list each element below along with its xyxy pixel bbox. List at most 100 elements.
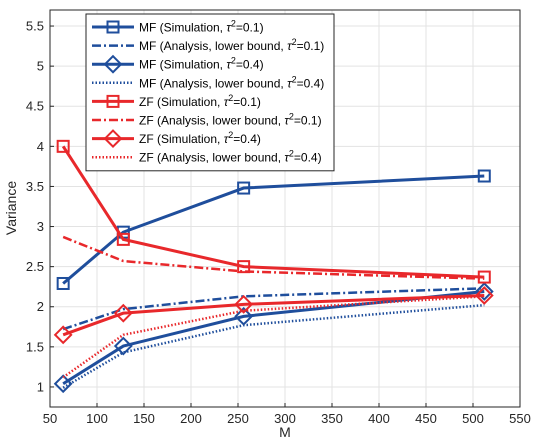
y-tick-label: 2 [37,299,44,314]
x-tick-label: 250 [227,411,249,426]
legend-tau-symbol: τ [284,151,290,165]
legend-marker-square [106,20,120,34]
legend-tau-symbol: τ [224,95,230,109]
x-tick-label: 150 [133,411,155,426]
y-tick-label: 4.5 [26,99,44,114]
series-layer [53,139,494,394]
legend-label-text: MF (Simulation, [139,58,226,72]
series-mf-2 [53,282,494,394]
legend-label-text: MF (Analysis, lower bound, [139,76,287,90]
series-zf-6 [53,286,494,345]
data-point-diamond [234,294,254,314]
legend-tau-symbol: τ [226,21,232,35]
legend-label-text: ZF (Analysis, lower bound, [139,151,284,165]
legend-tau-symbol: τ [287,39,293,53]
legend-tau-symbol: τ [287,76,293,90]
y-tick-label: 1.5 [26,339,44,354]
data-point-square [56,139,70,153]
legend-label-superscript: 2 [231,56,236,66]
y-axis-label: Variance [3,181,19,235]
x-tick-label: 100 [86,411,108,426]
legend-label-suffix: =0.1) [294,114,322,128]
legend-label-suffix: =0.1) [297,39,325,53]
series-line [61,145,485,279]
x-tick-label: 450 [415,411,437,426]
legend-label-suffix: =0.1) [236,21,264,35]
x-tick-label: 400 [368,411,390,426]
legend-label-text: ZF (Analysis, lower bound, [139,114,284,128]
legend-label-superscript: 2 [289,112,294,122]
data-point-square [56,276,70,290]
tick-labels: 50 100 150 200 250 300 350 400 450 500 550 1 1.5 2 2.5… [26,19,531,426]
legend-label-superscript: 2 [292,37,297,47]
x-tick-label: 500 [462,411,484,426]
legend-entry: MF (Simulation, τ2=0.4) [92,54,264,74]
legend-label-superscript: 2 [228,130,233,140]
data-point-square [237,260,251,274]
legend-marker-diamond [103,129,123,149]
data-point-square [477,270,491,284]
y-tick-label: 1 [37,379,44,394]
legend-tau-symbol: τ [284,114,290,128]
legend-label: ZF (Analysis, lower bound, τ2=0.1) [139,112,322,128]
x-tick-label: 350 [321,411,343,426]
legend-label: MF (Analysis, lower bound, τ2=0.1) [139,37,324,53]
series-mf-1 [62,287,485,331]
legend-label-superscript: 2 [231,19,236,29]
legend-marker-diamond [103,54,123,74]
legend-entry: ZF (Simulation, τ2=0.4) [92,129,261,149]
legend-entry: MF (Analysis, lower bound, τ2=0.1) [92,37,324,53]
series-line [62,174,485,285]
legend-label-suffix: =0.4) [236,58,264,72]
legend-label-superscript: 2 [228,93,233,103]
series-line [62,290,485,386]
legend-label-suffix: =0.1) [233,95,261,109]
data-point-diamond [53,374,73,394]
legend-label: ZF (Simulation, τ2=0.1) [139,93,261,109]
data-point-square [116,232,130,246]
legend: MF (Simulation, τ2=0.1)MF (Analysis, low… [85,13,335,172]
x-tick-label: 550 [509,411,531,426]
data-point-square [477,169,491,183]
x-axis-label: M [279,424,291,440]
legend-label-text: MF (Simulation, [139,21,226,35]
data-point-diamond [113,303,133,323]
data-point-diamond [474,282,494,301]
legend-label-text: ZF (Simulation, [139,95,224,109]
legend-label: MF (Analysis, lower bound, τ2=0.4) [139,74,324,90]
legend-marker-square [106,94,120,108]
y-tick-label: 3.5 [26,179,44,194]
series-line [62,294,485,337]
series-line [62,287,485,331]
legend-label: MF (Simulation, τ2=0.4) [139,56,264,72]
legend-label-text: ZF (Simulation, [139,132,224,146]
data-point-diamond [113,336,133,356]
y-tick-label: 5 [37,59,44,74]
legend-entry: MF (Simulation, τ2=0.1) [92,19,264,35]
legend-label-suffix: =0.4) [233,132,261,146]
series-line [62,235,485,280]
data-point-diamond [53,325,73,345]
legend-entry: ZF (Analysis, lower bound, τ2=0.4) [92,149,322,165]
legend-entry: MF (Analysis, lower bound, τ2=0.4) [92,74,324,90]
legend-label-superscript: 2 [289,149,294,159]
legend-label: MF (Simulation, τ2=0.1) [139,19,264,35]
legend-label-suffix: =0.4) [297,76,325,90]
x-tick-label: 200 [180,411,202,426]
series-zf-4 [56,139,491,284]
series-zf-5 [62,235,485,280]
legend-entry: ZF (Analysis, lower bound, τ2=0.1) [92,112,322,128]
y-tick-label: 5.5 [26,19,44,34]
x-tick-label: 300 [274,411,296,426]
legend-label-superscript: 2 [292,74,297,84]
legend-label: ZF (Simulation, τ2=0.4) [139,130,261,146]
legend-box [85,13,335,172]
legend-tau-symbol: τ [226,58,232,72]
y-tick-label: 4 [37,139,44,154]
legend-label-text: MF (Analysis, lower bound, [139,39,287,53]
y-tick-label: 2.5 [26,259,44,274]
legend-tau-symbol: τ [224,132,230,146]
y-tick-label: 3 [37,219,44,234]
legend-label: ZF (Analysis, lower bound, τ2=0.4) [139,149,322,165]
